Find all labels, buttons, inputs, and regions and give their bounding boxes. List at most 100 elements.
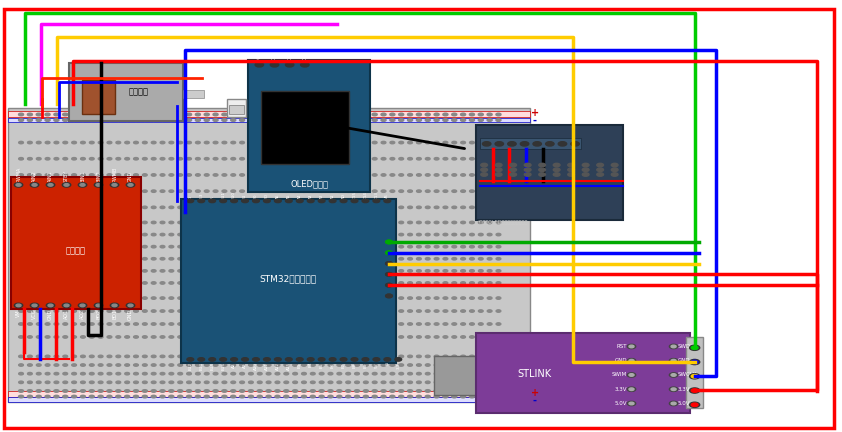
Circle shape — [452, 141, 456, 144]
Circle shape — [629, 388, 634, 391]
Text: B11: B11 — [221, 191, 225, 199]
Circle shape — [110, 183, 119, 187]
Circle shape — [372, 336, 377, 338]
Circle shape — [116, 372, 120, 375]
Circle shape — [284, 282, 289, 284]
Circle shape — [27, 390, 33, 392]
Circle shape — [116, 141, 120, 144]
Circle shape — [160, 141, 165, 144]
Circle shape — [354, 113, 360, 116]
Circle shape — [48, 184, 53, 186]
Circle shape — [152, 257, 156, 260]
Circle shape — [134, 233, 138, 236]
Circle shape — [142, 364, 147, 366]
Circle shape — [470, 282, 474, 284]
Circle shape — [99, 282, 103, 284]
Circle shape — [417, 174, 421, 176]
Circle shape — [94, 303, 103, 308]
Circle shape — [36, 190, 41, 192]
Circle shape — [134, 372, 138, 375]
Circle shape — [319, 336, 324, 338]
Circle shape — [152, 270, 156, 272]
Circle shape — [301, 270, 306, 272]
Circle shape — [213, 390, 218, 392]
Circle shape — [301, 141, 306, 144]
Circle shape — [408, 245, 413, 248]
Circle shape — [319, 310, 324, 312]
Circle shape — [142, 336, 147, 338]
Circle shape — [478, 206, 483, 209]
Circle shape — [107, 221, 112, 224]
Text: VCC: VCC — [32, 309, 37, 319]
Circle shape — [553, 173, 560, 176]
Circle shape — [408, 270, 413, 272]
Circle shape — [169, 297, 173, 299]
Circle shape — [152, 221, 156, 224]
Circle shape — [390, 257, 395, 260]
Circle shape — [508, 142, 516, 146]
Circle shape — [248, 282, 253, 284]
Circle shape — [478, 190, 483, 192]
Circle shape — [89, 323, 94, 325]
Text: +: + — [530, 388, 539, 398]
Circle shape — [116, 381, 120, 384]
Circle shape — [142, 245, 147, 248]
Circle shape — [372, 174, 377, 176]
Circle shape — [116, 233, 120, 236]
Circle shape — [301, 297, 306, 299]
Circle shape — [354, 158, 360, 160]
Circle shape — [425, 364, 430, 366]
Circle shape — [372, 390, 377, 392]
Circle shape — [627, 344, 636, 349]
Circle shape — [452, 190, 456, 192]
Circle shape — [160, 310, 165, 312]
Text: 直流电机: 直流电机 — [129, 88, 149, 96]
Circle shape — [89, 206, 94, 209]
Circle shape — [597, 168, 604, 172]
Circle shape — [470, 297, 474, 299]
Circle shape — [270, 63, 279, 67]
Text: OLED显示屏: OLED显示屏 — [290, 179, 328, 188]
Circle shape — [470, 119, 475, 121]
Circle shape — [36, 364, 41, 366]
Circle shape — [258, 113, 263, 116]
Circle shape — [99, 381, 103, 384]
Circle shape — [345, 390, 350, 392]
Circle shape — [434, 390, 440, 392]
Circle shape — [221, 119, 227, 121]
Circle shape — [354, 233, 360, 236]
Circle shape — [417, 297, 421, 299]
Circle shape — [328, 190, 333, 192]
Text: A1: A1 — [331, 194, 334, 199]
Circle shape — [372, 395, 377, 398]
Circle shape — [311, 364, 315, 366]
Circle shape — [386, 240, 392, 244]
Circle shape — [213, 282, 218, 284]
Circle shape — [169, 364, 173, 366]
Circle shape — [386, 294, 392, 298]
Circle shape — [195, 221, 200, 224]
Bar — [480, 138, 581, 149]
Circle shape — [496, 190, 501, 192]
Circle shape — [195, 390, 200, 392]
Circle shape — [36, 270, 41, 272]
Circle shape — [28, 270, 32, 272]
Circle shape — [178, 270, 183, 272]
Circle shape — [461, 119, 466, 121]
Circle shape — [434, 141, 439, 144]
Circle shape — [169, 158, 173, 160]
Circle shape — [152, 245, 156, 248]
Circle shape — [488, 233, 492, 236]
Circle shape — [187, 358, 194, 361]
Circle shape — [452, 364, 456, 366]
Circle shape — [28, 190, 32, 192]
Circle shape — [293, 221, 297, 224]
Circle shape — [328, 206, 333, 209]
Circle shape — [328, 119, 333, 121]
Circle shape — [195, 206, 200, 209]
Circle shape — [293, 245, 297, 248]
Circle shape — [231, 206, 236, 209]
Circle shape — [408, 323, 413, 325]
Circle shape — [36, 323, 41, 325]
Circle shape — [284, 364, 289, 366]
